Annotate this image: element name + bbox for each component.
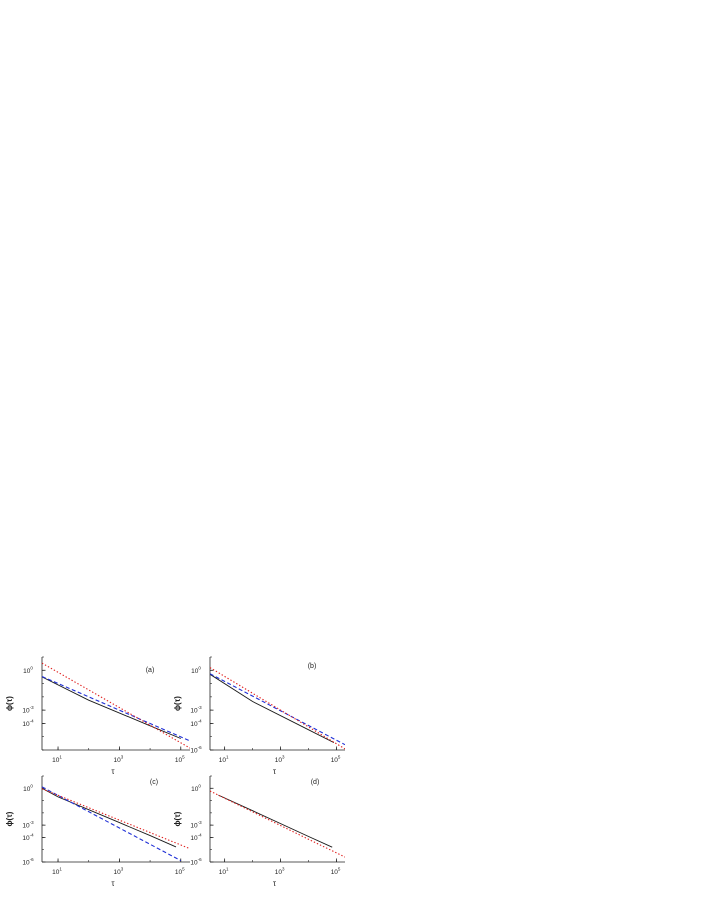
x-tick-exponent: 3 [121,867,124,872]
y-axis-label: ϕ(τ) [173,696,182,711]
x-tick-exponent: 1 [59,755,62,760]
series-group [210,790,345,858]
y-tick-exponent: -4 [198,832,202,837]
x-tick-exponent: 3 [121,755,124,760]
y-tick-exponent: -4 [198,718,202,723]
panel-label: (c) [150,779,158,786]
series-dashed-line [42,786,182,862]
y-tick-exponent: 0 [198,783,201,788]
y-tick-label: 10-3 [190,705,202,715]
x-tick-exponent: 1 [226,755,229,760]
x-tick-label: 101 [52,867,62,877]
y-tick-exponent: -6 [198,857,202,862]
y-tick-label: 100 [23,783,33,793]
x-tick-exponent: 3 [282,755,285,760]
x-tick-label: 103 [275,755,285,765]
y-tick-label: 10-3 [22,820,34,830]
x-axis-label: τ [111,767,115,776]
y-tick-exponent: -3 [198,705,202,710]
y-tick-exponent: -4 [30,718,34,723]
y-tick-label: 10-6 [190,745,202,755]
y-tick-label: 10-4 [22,832,34,842]
x-tick-label: 101 [219,755,229,765]
y-tick-exponent: -3 [30,820,34,825]
series-dotted-line [210,790,345,858]
y-tick-label: 10-6 [22,857,34,867]
series-dotted-line [42,788,190,850]
y-tick-exponent: -3 [30,705,34,710]
y-tick-label: 10-4 [190,718,202,728]
series-dotted-line [42,662,190,749]
y-tick-label: 10-3 [22,705,34,715]
y-tick-exponent: -6 [198,745,202,750]
x-tick-exponent: 5 [182,867,185,872]
x-tick-exponent: 5 [182,755,185,760]
x-axis-label: τ [273,767,277,776]
y-tick-label: 100 [191,783,201,793]
panel-label: (d) [311,779,320,786]
x-tick-label: 105 [331,755,341,765]
y-axis-label: ϕ(τ) [5,696,14,711]
y-tick-exponent: 0 [30,665,33,670]
panel-label: (b) [308,663,317,670]
x-tick-exponent: 3 [282,867,285,872]
series-dotted-line [210,667,345,750]
x-tick-exponent: 5 [338,867,341,872]
x-tick-exponent: 1 [59,867,62,872]
series-group [210,667,345,750]
y-tick-exponent: -6 [30,857,34,862]
y-tick-label: 10-3 [190,820,202,830]
panel-label: (a) [146,667,155,674]
series-dashed-line [210,673,345,746]
x-tick-label: 105 [175,755,185,765]
y-tick-label: 10-4 [190,832,202,842]
y-axis-label: ϕ(τ) [173,811,182,826]
y-tick-exponent: -4 [30,832,34,837]
y-tick-exponent: -3 [198,820,202,825]
series-dashed-line [42,675,190,742]
y-tick-exponent: 0 [198,665,201,670]
series-group [42,786,190,862]
x-tick-label: 103 [114,755,124,765]
series-solid-line [210,673,335,744]
y-axis-label: ϕ(τ) [5,811,14,826]
x-axis-label: τ [273,879,277,888]
x-tick-label: 105 [331,867,341,877]
x-tick-label: 103 [275,867,285,877]
series-group [42,662,190,749]
series-solid-line [42,787,177,848]
y-tick-label: 10-6 [190,857,202,867]
y-tick-label: 10-4 [22,718,34,728]
x-tick-label: 101 [52,755,62,765]
x-tick-label: 105 [175,867,185,877]
y-tick-label: 100 [23,665,33,675]
y-tick-label: 100 [191,665,201,675]
x-tick-exponent: 1 [226,867,229,872]
x-axis-label: τ [111,879,115,888]
y-tick-exponent: 0 [30,783,33,788]
x-tick-label: 101 [219,867,229,877]
x-tick-exponent: 5 [338,755,341,760]
series-solid-line [42,676,181,739]
x-tick-label: 103 [114,867,124,877]
